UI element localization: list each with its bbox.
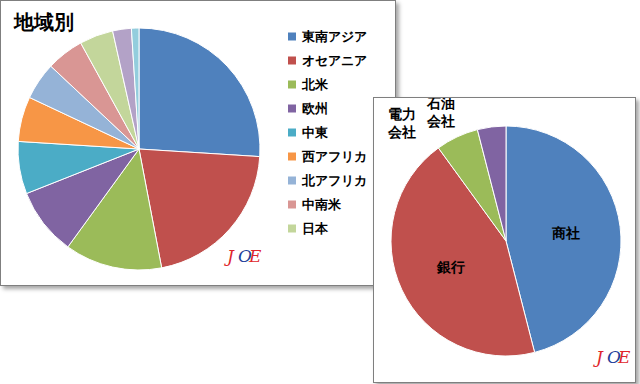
svg-text:J: J xyxy=(224,246,235,266)
svg-text:J: J xyxy=(593,347,604,367)
svg-text:中東: 中東 xyxy=(302,125,329,140)
svg-text:石油: 石油 xyxy=(426,98,455,111)
svg-text:E: E xyxy=(248,246,262,266)
svg-text:地域別: 地域別 xyxy=(13,10,74,34)
svg-text:O: O xyxy=(238,245,252,266)
svg-text:E: E xyxy=(617,347,631,367)
svg-text:O: O xyxy=(607,346,621,367)
svg-text:北米: 北米 xyxy=(301,77,329,92)
svg-text:オセアニア: オセアニア xyxy=(302,53,367,68)
svg-text:日本: 日本 xyxy=(302,221,329,236)
svg-text:会社: 会社 xyxy=(426,113,455,129)
svg-text:電力: 電力 xyxy=(388,106,416,122)
svg-text:中南米: 中南米 xyxy=(302,197,342,212)
svg-text:会社: 会社 xyxy=(387,124,416,140)
svg-text:西アフリカ: 西アフリカ xyxy=(301,149,367,164)
svg-text:欧州: 欧州 xyxy=(302,101,328,116)
svg-text:銀行: 銀行 xyxy=(436,259,465,275)
svg-text:北アフリカ: 北アフリカ xyxy=(301,173,367,188)
svg-text:商社: 商社 xyxy=(551,225,580,241)
svg-text:東南アジア: 東南アジア xyxy=(301,29,367,44)
